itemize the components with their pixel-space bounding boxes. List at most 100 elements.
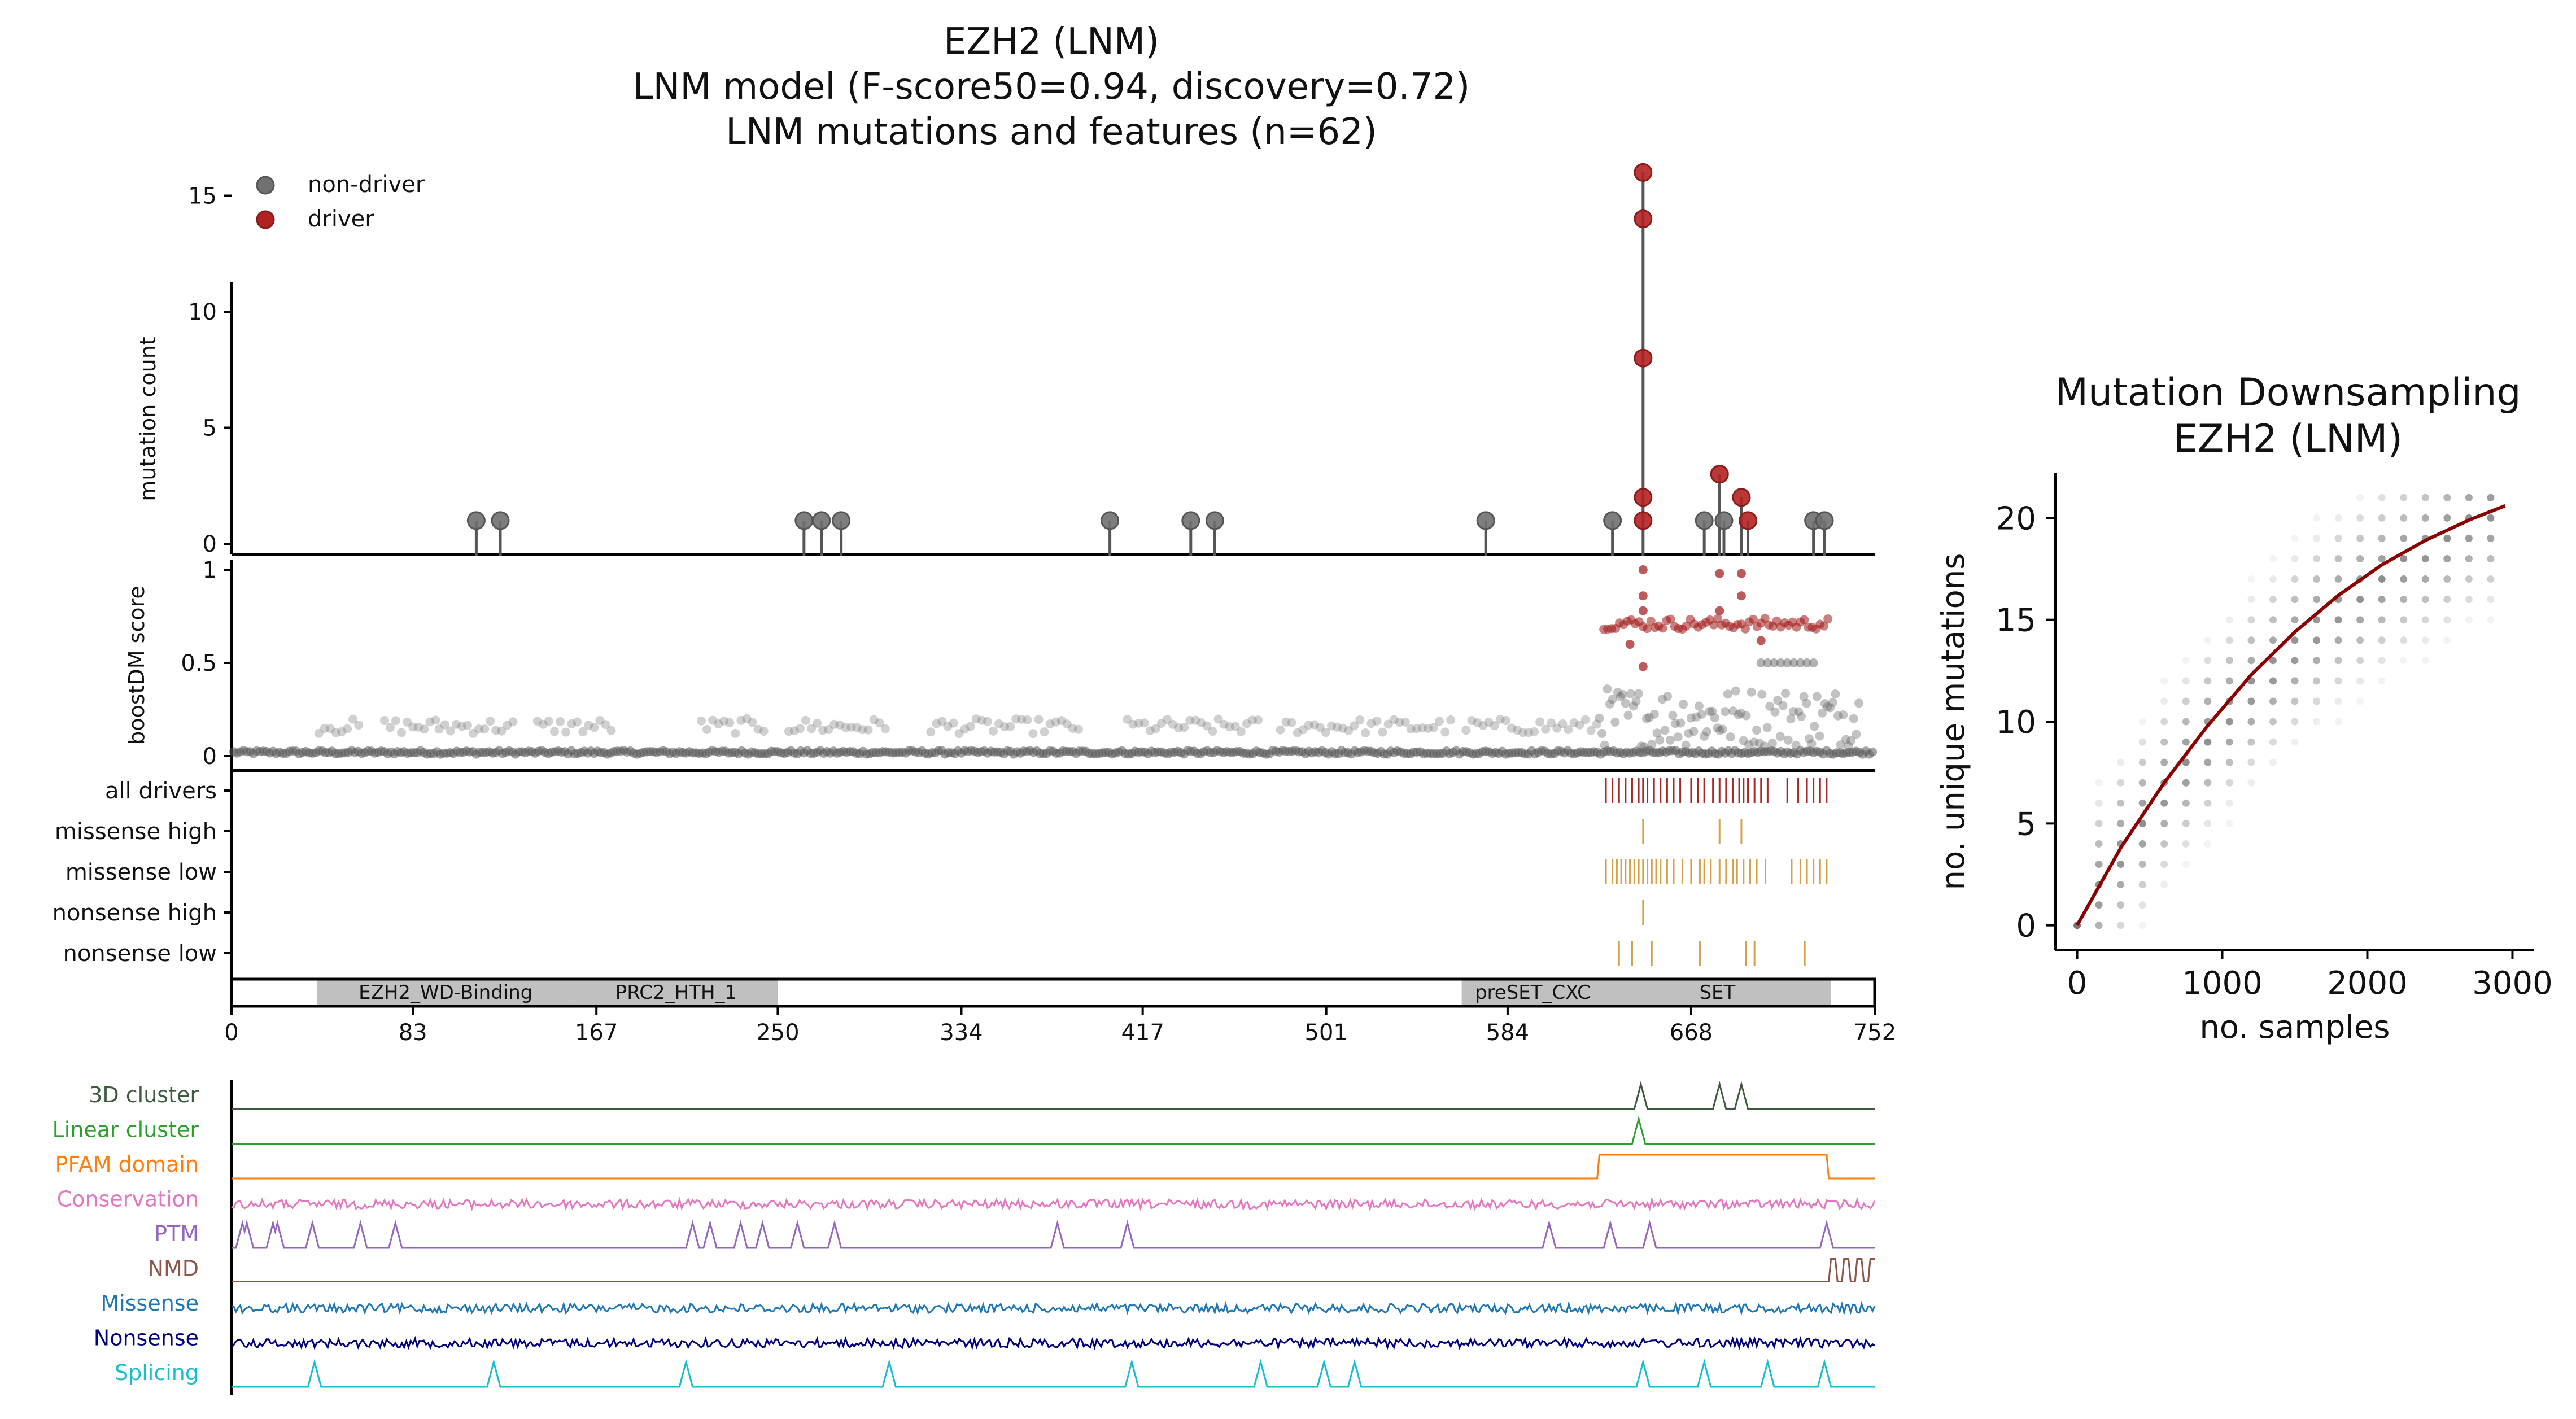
boost-point [1749,737,1759,747]
ds-point [2269,718,2277,726]
ds-point [2225,799,2233,807]
boost-point [1045,719,1055,728]
domain-label: preSET_CXC [1475,981,1591,1004]
ds-point [2313,616,2321,624]
boost-point [1592,719,1601,729]
ds-point [2182,657,2190,665]
boost-point [1791,740,1801,750]
boost-point [1849,714,1858,723]
boost-point [1501,716,1510,726]
boost-point [391,716,400,726]
ds-point [2247,718,2255,726]
ds-point [2487,494,2495,501]
tracks-row-label: nonsense high [53,900,217,926]
ds-point [2138,922,2146,929]
ds-point [2138,718,2146,726]
lollipop-y-tick-label: 15 [188,184,217,209]
domain-label: EZH2_WD-Binding [359,981,532,1004]
boost-point [1759,741,1769,751]
boost-point [1378,727,1387,737]
boost-point [1807,739,1817,749]
domain-x-tick-label: 584 [1486,1020,1529,1046]
ds-point [2204,758,2212,766]
boost-point [573,717,582,727]
boost-point [1868,747,1878,757]
ds-point [2465,494,2473,501]
ds-point [2095,819,2103,827]
boost-point [1639,742,1649,752]
boost-point [561,727,571,737]
boost-point [595,715,605,725]
boost-point [753,724,763,734]
feature-track-label: Splicing [115,1360,199,1385]
domain-x-tick-label: 167 [575,1020,618,1046]
boost-point [1151,724,1160,733]
boost-point [1424,723,1433,733]
ds-point [2225,738,2233,746]
boost-point [1789,658,1798,667]
ds-point [2487,514,2495,522]
lollipop-head [491,511,510,530]
boost-point [1846,736,1856,745]
boost-point [1652,728,1662,738]
domain-box [574,979,778,1006]
ds-point [2247,575,2255,583]
legend-label-non-driver: non-driver [308,172,425,198]
lollipop-panel: 0 5 10 15 mutation count [136,163,1875,557]
domain-label: PRC2_HTH_1 [615,981,737,1004]
ds-point [2138,779,2146,787]
ds-y-tick-label: 20 [1996,500,2036,537]
boost-point [1700,731,1709,741]
boost-point [434,724,444,734]
ds-point [2247,758,2255,766]
ds-point [2204,799,2212,807]
ds-point [2095,922,2103,929]
ds-point [2160,840,2168,848]
boost-point [708,715,718,725]
ds-point [2138,840,2146,848]
boost-point [1839,710,1848,720]
ds-point [2356,596,2364,604]
ds-point [2443,636,2451,644]
ds-point [2313,596,2321,604]
ds-point [2487,575,2495,583]
boost-point [1718,724,1727,734]
boost-point [1854,698,1864,708]
boost-point [1253,715,1263,725]
boost-point [1616,692,1625,701]
ds-point [2400,616,2408,624]
boost-point [1731,686,1740,696]
boost-point [1689,727,1699,736]
boost-point [1372,717,1382,726]
boost-point [590,723,599,732]
ds-point [2269,677,2277,685]
boost-point [1518,728,1527,737]
ds-point [2378,575,2386,583]
boost-point [556,717,565,726]
boost-point [1686,713,1696,723]
domain-x-tick-label: 334 [940,1020,983,1046]
boost-point [1128,719,1138,729]
boost-point [1361,728,1370,737]
feature-track-label: Linear cluster [53,1117,199,1142]
ds-point [2378,596,2386,604]
lollipop-head [794,511,814,530]
domain-frame [230,977,1876,1008]
boost-point [1208,727,1217,736]
ds-point [2421,636,2429,644]
boost-point [742,714,752,724]
boost-point [949,718,958,728]
boost-point [1197,718,1206,728]
boost-point [1770,707,1780,717]
boost-point [1786,714,1796,724]
ds-point [2269,554,2277,562]
boost-point [1841,735,1850,744]
boost-point [1580,715,1590,724]
ds-y-tick-label: 10 [1996,704,2036,741]
ds-point [2160,819,2168,827]
domain-x-tick-label: 417 [1121,1020,1164,1046]
ds-point [2400,554,2408,562]
lollipop-head [1710,465,1729,484]
boost-point [1535,717,1545,727]
ds-point [2291,575,2299,583]
